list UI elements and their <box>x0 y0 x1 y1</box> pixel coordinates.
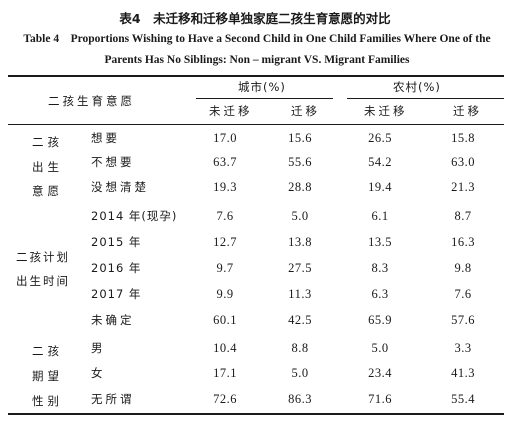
cell-urban-migrant: 28.8 <box>288 180 312 194</box>
cell-urban-non-migrant: 7.6 <box>216 209 234 223</box>
cell-rural-non-migrant: 26.5 <box>368 131 392 145</box>
group-label-expected-sex: 二孩 <box>32 344 63 358</box>
cell-rural-non-migrant: 19.4 <box>368 180 392 194</box>
cell-urban-migrant: 5.0 <box>291 366 309 380</box>
cell-rural-migrant: 9.8 <box>454 261 472 275</box>
cell-rural-migrant: 15.8 <box>451 131 475 145</box>
row-label: 2015 年 <box>91 235 142 249</box>
cell-urban-non-migrant: 9.7 <box>216 261 234 275</box>
table-title-cn: 表4 未迁移和迁移单独家庭二孩生育意愿的对比 <box>119 11 391 26</box>
cell-rural-migrant: 57.6 <box>451 313 475 327</box>
table-title-en: Table 4 Proportions Wishing to Have a Se… <box>14 29 500 71</box>
bottom-rule <box>8 413 504 415</box>
cell-urban-migrant: 27.5 <box>288 261 312 275</box>
cell-rural-non-migrant: 23.4 <box>368 366 392 380</box>
group-label-expected-sex: 期望 <box>32 369 63 383</box>
cell-urban-migrant: 42.5 <box>288 313 312 327</box>
header-row-label: 二孩生育意愿 <box>48 94 135 108</box>
cell-urban-migrant: 86.3 <box>288 392 312 406</box>
header-urban-non-migrant: 未迁移 <box>209 104 253 118</box>
header-urban-migrant: 迁移 <box>291 104 320 118</box>
cell-rural-migrant: 8.7 <box>454 209 472 223</box>
group-label-expected-sex: 性别 <box>32 394 63 408</box>
cell-rural-non-migrant: 54.2 <box>368 155 392 169</box>
row-label: 想要 <box>91 131 120 145</box>
cell-urban-non-migrant: 9.9 <box>216 287 234 301</box>
cell-rural-migrant: 16.3 <box>451 235 475 249</box>
cell-rural-non-migrant: 65.9 <box>368 313 392 327</box>
cell-urban-non-migrant: 72.6 <box>213 392 237 406</box>
cell-urban-non-migrant: 19.3 <box>213 180 237 194</box>
cell-urban-non-migrant: 17.0 <box>213 131 237 145</box>
group-label-planned-time: 出生时间 <box>16 274 70 288</box>
group-label-birth-intention: 意愿 <box>32 184 63 198</box>
cell-urban-non-migrant: 60.1 <box>213 313 237 327</box>
row-label: 不想要 <box>91 155 135 169</box>
group-label-birth-intention: 二孩 <box>32 135 63 149</box>
header-rural-migrant: 迁移 <box>453 104 482 118</box>
cell-urban-migrant: 5.0 <box>291 209 309 223</box>
row-label: 2017 年 <box>91 287 142 301</box>
cell-urban-migrant: 15.6 <box>288 131 312 145</box>
rural-underline <box>347 98 504 99</box>
group-label-planned-time: 二孩计划 <box>16 250 70 264</box>
urban-underline <box>196 98 333 99</box>
row-label: 2014 年(现孕) <box>91 209 178 223</box>
row-label: 男 <box>91 341 106 355</box>
cell-urban-non-migrant: 12.7 <box>213 235 237 249</box>
cell-urban-migrant: 13.8 <box>288 235 312 249</box>
cell-rural-migrant: 55.4 <box>451 392 475 406</box>
cell-rural-non-migrant: 6.3 <box>371 287 389 301</box>
cell-rural-non-migrant: 71.6 <box>368 392 392 406</box>
cell-rural-migrant: 3.3 <box>454 341 472 355</box>
cell-rural-non-migrant: 8.3 <box>371 261 389 275</box>
header-rural: 农村(%) <box>393 80 441 94</box>
row-label: 未确定 <box>91 313 135 327</box>
cell-urban-migrant: 11.3 <box>288 287 312 301</box>
header-rural-non-migrant: 未迁移 <box>364 104 408 118</box>
cell-rural-migrant: 21.3 <box>451 180 475 194</box>
cell-urban-migrant: 8.8 <box>291 341 309 355</box>
cell-urban-non-migrant: 63.7 <box>213 155 237 169</box>
row-label: 2016 年 <box>91 261 142 275</box>
header-rule <box>8 124 504 125</box>
cell-rural-migrant: 63.0 <box>451 155 475 169</box>
cell-rural-non-migrant: 13.5 <box>368 235 392 249</box>
cell-rural-non-migrant: 5.0 <box>371 341 389 355</box>
row-label: 没想清楚 <box>91 180 149 194</box>
group-label-birth-intention: 出生 <box>32 160 63 174</box>
row-label: 女 <box>91 366 106 380</box>
cell-urban-non-migrant: 17.1 <box>213 366 237 380</box>
cell-urban-migrant: 55.6 <box>288 155 312 169</box>
header-urban: 城市(%) <box>238 80 286 94</box>
row-label: 无所谓 <box>91 392 135 406</box>
cell-rural-migrant: 7.6 <box>454 287 472 301</box>
cell-urban-non-migrant: 10.4 <box>213 341 237 355</box>
top-rule <box>8 75 504 77</box>
cell-rural-non-migrant: 6.1 <box>371 209 389 223</box>
table-title-en-line1: Table 4 Proportions Wishing to Have a Se… <box>23 33 491 45</box>
table-title-en-line2: Parents Has No Siblings: Non – migrant V… <box>104 54 410 66</box>
cell-rural-migrant: 41.3 <box>451 366 475 380</box>
